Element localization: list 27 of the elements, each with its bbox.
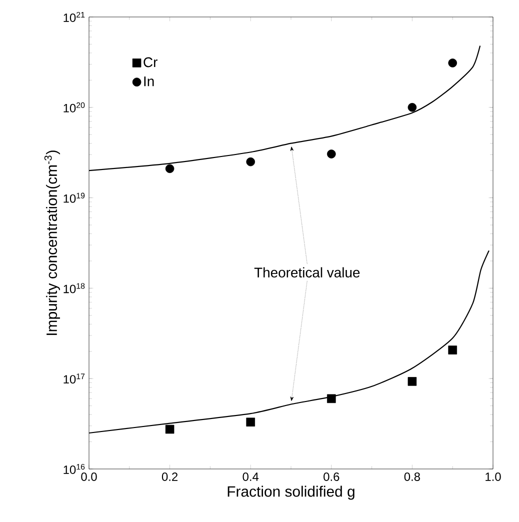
x-axis-title: Fraction solidified g [228, 486, 354, 500]
point [327, 394, 336, 404]
y-tick-label: 10$^{20}$ [64, 102, 85, 112]
point [448, 58, 458, 68]
point [448, 346, 458, 354]
point [246, 418, 255, 427]
point [165, 164, 174, 174]
x-tick-label: 1.0 [486, 472, 501, 481]
y-tick-label: 10$^{18}$ [64, 283, 85, 294]
point [408, 377, 417, 386]
x-tick-label: 0.0 [81, 472, 97, 481]
point [408, 102, 417, 112]
point [327, 150, 336, 158]
y-tick-label: 10$^{17}$ [64, 374, 85, 384]
y-tick-label: 10$^{21}$ [64, 12, 85, 22]
x-tick-label: 0.2 [162, 472, 178, 481]
legend-label: Cr [144, 57, 158, 68]
legend-label: In [144, 76, 154, 86]
x-tick-label: 0.8 [404, 472, 420, 481]
annotation: Theoretical value [254, 267, 360, 278]
y-tick-label: 10$^{19}$ [64, 192, 85, 203]
x-tick-label: 0.6 [324, 472, 340, 481]
y-axis-title: Impurity concentration(cm$^{-3}$) [44, 150, 60, 335]
x-tick-label: 0.4 [242, 472, 259, 481]
point [246, 157, 255, 166]
point [165, 424, 174, 434]
y-tick-label: 10$^{16}$ [64, 464, 85, 474]
